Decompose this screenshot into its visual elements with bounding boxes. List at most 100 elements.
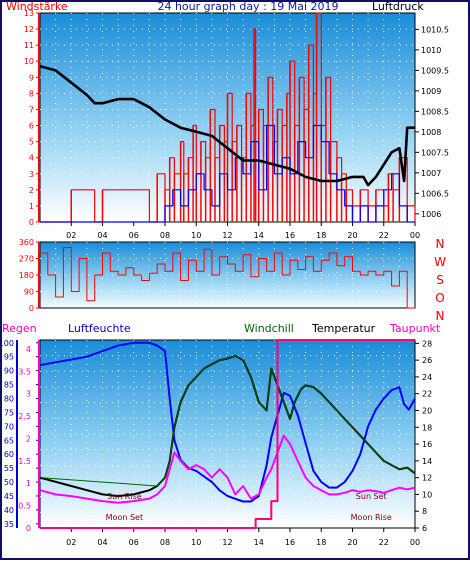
chart-1-x-tick: 16 xyxy=(285,231,295,240)
chart-3-rain-tick: 4 xyxy=(26,345,31,354)
wind-direction-line xyxy=(40,247,415,309)
chart-3-rain-tick: 3.5 xyxy=(18,367,31,376)
chart-3-x-tick: 08 xyxy=(160,538,170,547)
humidity-line xyxy=(39,341,416,503)
moon-rise-label: Moon Rise xyxy=(351,513,392,522)
chart-1-x-tick: 02 xyxy=(66,231,76,240)
chart-3-temp-tick: 8 xyxy=(422,507,427,516)
chart-1-y-right-tick: 1008 xyxy=(421,128,441,137)
chart-2-compass-letter: S xyxy=(436,273,444,287)
chart-3-x-tick: 00 xyxy=(410,538,420,547)
chart-3-humidity-tick: 55 xyxy=(4,464,14,473)
pressure-line xyxy=(39,65,415,187)
chart-1-y-left-tick: 10 xyxy=(24,57,34,66)
wind-gust-line xyxy=(40,12,416,223)
chart-2-y-tick: 180 xyxy=(19,271,34,280)
chart-1-y-right-tick: 1009 xyxy=(421,87,441,96)
chart-1-x-tick: 12 xyxy=(222,231,232,240)
chart-3-temp-tick: 12 xyxy=(422,474,432,483)
chart-1-y-right-tick: 1010.5 xyxy=(421,25,449,34)
chart-3-humidity-tick: 90 xyxy=(4,367,14,376)
chart-3-x-tick: 22 xyxy=(379,538,389,547)
chart-3-rain-tick: 0.5 xyxy=(18,502,31,511)
chart-1-y-left-tick: 13 xyxy=(24,9,34,18)
chart-3-label-temperatur: Temperatur xyxy=(311,322,376,335)
chart-3-x-tick: 12 xyxy=(222,538,232,547)
chart-3-temp-tick: 28 xyxy=(422,339,432,348)
chart-3-humidity-tick: 85 xyxy=(4,381,14,390)
chart-3-x-tick: 02 xyxy=(66,538,76,547)
chart-3-x-tick: 18 xyxy=(316,538,326,547)
chart-2-y-tick: 0 xyxy=(29,304,34,313)
chart-3-humidity-tick: 60 xyxy=(4,450,14,459)
chart-3-temp-tick: 26 xyxy=(422,356,432,365)
chart-1-x-tick: 22 xyxy=(379,231,389,240)
chart-1-x-tick: 00 xyxy=(410,231,420,240)
chart-3-humidity-tick: 100 xyxy=(0,339,14,348)
chart-2-compass-letter: O xyxy=(435,291,444,305)
chart-1-y-left-tick: 9 xyxy=(29,73,34,82)
chart-1-x-tick: 04 xyxy=(97,231,107,240)
chart-1-y-left-tick: 6 xyxy=(29,122,34,131)
chart-3-humidity-tick: 75 xyxy=(4,408,14,417)
chart-3-x-tick: 14 xyxy=(254,538,264,547)
chart-3-temp-tick: 16 xyxy=(422,440,432,449)
chart-1-title: 24 hour graph day : 19 Mai 2019 xyxy=(157,0,338,13)
chart-2-compass-letter: N xyxy=(436,309,445,323)
wind-speed-line xyxy=(40,124,415,223)
chart-1-y-left-tick: 7 xyxy=(29,105,34,114)
chart-3-humidity-tick: 50 xyxy=(4,478,14,487)
chart-3-humidity-tick: 35 xyxy=(4,520,14,529)
chart-1-y-right-tick: 1006.5 xyxy=(421,189,449,198)
chart-1-y-right-tick: 1006 xyxy=(421,210,441,219)
chart-1-y-left-tick: 1 xyxy=(29,202,34,211)
chart-3-x-tick: 10 xyxy=(191,538,201,547)
chart-3-temp-tick: 18 xyxy=(422,423,432,432)
chart-3-rain-tick: 1.5 xyxy=(18,457,31,466)
chart-2-y-tick: 90 xyxy=(24,288,34,297)
chart-3-humidity-tick: 95 xyxy=(4,353,14,362)
chart-1-y-right-tick: 1010 xyxy=(421,46,441,55)
chart-3-humidity-tick: 45 xyxy=(4,492,14,501)
chart-3-temp-tick: 24 xyxy=(422,373,432,382)
chart-3-temp-tick: 6 xyxy=(422,524,427,533)
chart-3-rain-tick: 1 xyxy=(26,479,31,488)
chart-1-y-left-tick: 4 xyxy=(29,154,34,163)
chart-3-temp-tick: 10 xyxy=(422,490,432,499)
chart-1-x-tick: 14 xyxy=(254,231,264,240)
chart-3-label-windchill: Windchill xyxy=(244,322,294,335)
chart-1-y-right-tick: 1007.5 xyxy=(421,148,449,157)
chart-1-y-left-tick: 0 xyxy=(29,218,34,227)
chart-3-humidity-tick: 80 xyxy=(4,394,14,403)
chart-3-x-tick: 04 xyxy=(97,538,107,547)
chart-3-label-taupunkt: Taupunkt xyxy=(389,322,441,335)
chart-1-x-tick: 06 xyxy=(129,231,139,240)
chart-3-humidity-tick: 70 xyxy=(4,422,14,431)
windchill-line xyxy=(39,355,416,487)
chart-2-y-tick: 360 xyxy=(19,238,34,247)
chart-1-left-label: Windstärke xyxy=(6,0,68,13)
chart-1-y-left-tick: 3 xyxy=(29,170,34,179)
chart-3-rain-tick: 0 xyxy=(26,524,31,533)
chart-3-temp-tick: 14 xyxy=(422,457,432,466)
chart-3-rain-tick: 3 xyxy=(26,390,31,399)
chart-1-y-left-tick: 11 xyxy=(24,41,34,50)
dewpoint-line xyxy=(39,434,416,504)
chart-2-y-tick: 270 xyxy=(19,255,34,264)
rain-line xyxy=(40,339,415,529)
chart-3-x-tick: 20 xyxy=(347,538,357,547)
chart-3-x-tick: 16 xyxy=(285,538,295,547)
chart-1-y-right-tick: 1007 xyxy=(421,169,441,178)
chart-1-x-tick: 18 xyxy=(316,231,326,240)
chart-1-y-right-tick: 1008.5 xyxy=(421,107,449,116)
sun-set-label: Sun Set xyxy=(356,492,387,501)
chart-1-y-left-tick: 12 xyxy=(24,25,34,34)
moon-set-label: Moon Set xyxy=(106,513,143,522)
chart-3-rain-tick: 2 xyxy=(26,434,31,443)
chart-3-temp-tick: 20 xyxy=(422,407,432,416)
chart-3-label-regen: Regen xyxy=(2,322,37,335)
chart-3-x-tick: 06 xyxy=(129,538,139,547)
chart-1-x-tick: 10 xyxy=(191,231,201,240)
chart-1-x-tick: 20 xyxy=(347,231,357,240)
